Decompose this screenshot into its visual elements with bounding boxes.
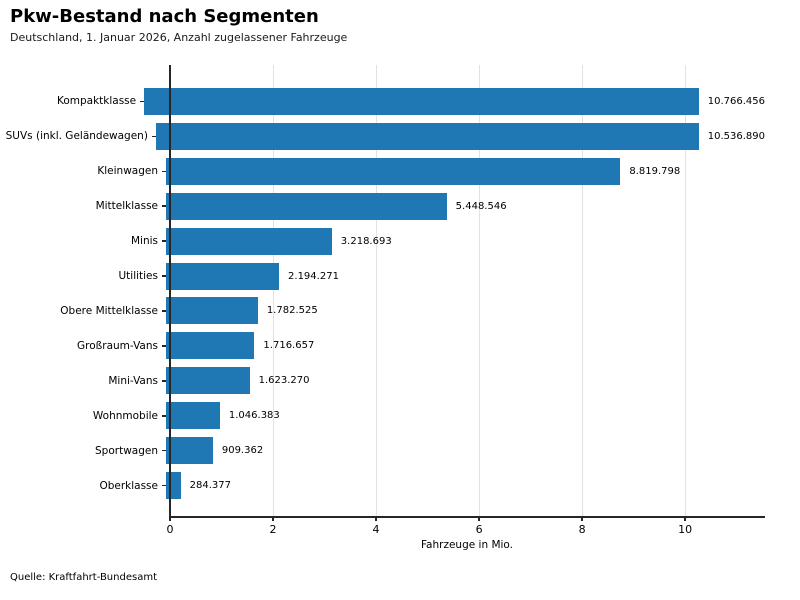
- gridline: [375, 65, 377, 516]
- value-label: 10.536.890: [707, 130, 765, 142]
- bar-row: Mini-Vans 1.623.270: [0, 363, 765, 398]
- gridline: [684, 65, 686, 516]
- bar-track: 1.046.383: [166, 398, 765, 433]
- y-tick-mark: [162, 170, 166, 173]
- category-label: Sportwagen: [95, 444, 158, 457]
- x-tick-label: 8: [578, 523, 586, 536]
- bar-rows-container: Kompaktklasse 10.766.456 SUVs (inkl. Gelän…: [0, 65, 765, 516]
- bar-row: Großraum-Vans 1.716.657: [0, 328, 765, 363]
- bar-row: Sportwagen 909.362: [0, 433, 765, 468]
- y-tick-mark: [162, 205, 166, 207]
- source-note: Quelle: Kraftfahrt-Bundesamt: [10, 572, 157, 583]
- bar-track: 284.377: [166, 468, 765, 503]
- category-label: Kompaktklasse: [56, 95, 137, 108]
- bar-row: Kleinwagen 8.819.798: [0, 154, 765, 189]
- bar-row: Utilities 2.194.271: [0, 259, 765, 294]
- y-tick-mark: [162, 449, 166, 452]
- bar-row: SUVs (inkl. Geländewagen) 10.536.890: [0, 119, 765, 154]
- value-label: 1.782.525: [266, 305, 318, 317]
- value-label: 10.766.456: [707, 95, 765, 107]
- bar-track: 10.766.456: [144, 84, 765, 119]
- value-label: 1.623.270: [258, 375, 310, 387]
- bar-track: 909.362: [166, 433, 765, 468]
- x-axis-ticks: 0 2 4 6 8 10: [166, 517, 765, 547]
- bar-row: Mittelklasse 5.448.546: [0, 189, 765, 224]
- value-label: 909.362: [221, 445, 264, 457]
- value-label: 2.194.271: [288, 270, 339, 282]
- bar-track: 1.716.657: [166, 328, 765, 363]
- category-label: Großraum-Vans: [77, 339, 158, 352]
- y-tick-mark: [162, 345, 166, 347]
- bar-row: Obere Mittelklasse 1.782.525: [0, 294, 765, 329]
- x-tick-label: 6: [475, 523, 483, 536]
- value-label: 5.448.546: [455, 200, 507, 212]
- bar: [166, 437, 213, 465]
- bar: [155, 122, 699, 150]
- bar-row: Minis 3.218.693: [0, 224, 765, 259]
- x-tick-mark: [375, 517, 377, 521]
- x-axis-spine: [169, 516, 765, 518]
- bar-row: Kompaktklasse 10.766.456: [0, 84, 765, 119]
- bar-track: 10.536.890: [155, 119, 765, 154]
- x-tick-label: 2: [269, 523, 277, 536]
- x-tick-mark: [169, 517, 171, 521]
- bar: [166, 367, 250, 395]
- value-label: 3.218.693: [340, 235, 392, 247]
- bar-track: 5.448.546: [166, 189, 765, 224]
- y-tick-mark: [151, 135, 156, 138]
- y-tick-mark: [162, 275, 166, 277]
- value-label: 8.819.798: [629, 165, 681, 177]
- bar: [166, 402, 220, 430]
- y-axis-spine: [169, 65, 171, 517]
- bar-track: 3.218.693: [166, 224, 765, 259]
- y-tick-mark: [162, 415, 166, 417]
- bar: [166, 157, 621, 185]
- category-label: Minis: [130, 235, 158, 248]
- bar: [144, 87, 699, 115]
- gridline: [581, 65, 583, 516]
- category-label: Mini-Vans: [108, 374, 158, 387]
- value-label: 1.716.657: [263, 340, 315, 352]
- bar-track: 1.782.525: [166, 294, 765, 329]
- plot-area: [170, 65, 765, 516]
- bar: [166, 192, 447, 220]
- category-label: Utilities: [118, 270, 158, 283]
- x-tick-mark: [684, 517, 686, 521]
- x-tick-mark: [272, 517, 274, 521]
- x-tick-mark: [581, 517, 583, 521]
- value-label: 1.046.383: [228, 410, 280, 422]
- bar-track: 1.623.270: [166, 363, 765, 398]
- bar-row: Wohnmobile 1.046.383: [0, 398, 765, 433]
- y-tick-mark: [162, 484, 166, 487]
- chart-title: Pkw-Bestand nach Segmenten: [10, 6, 319, 27]
- bar: [166, 332, 255, 360]
- gridline: [272, 65, 274, 516]
- y-tick-mark: [162, 380, 166, 382]
- gridline: [478, 65, 480, 516]
- category-label: Oberklasse: [99, 479, 158, 492]
- bar: [166, 297, 258, 325]
- x-tick-label: 0: [166, 523, 174, 536]
- x-tick-label: 4: [372, 523, 380, 536]
- category-label: Mittelklasse: [95, 200, 158, 213]
- x-tick-label: 10: [678, 523, 693, 536]
- bar-track: 2.194.271: [166, 259, 765, 294]
- bar-row: Oberklasse 284.377: [0, 468, 765, 503]
- x-tick-mark: [478, 517, 480, 521]
- value-label: 284.377: [189, 480, 231, 492]
- category-label: Kleinwagen: [97, 165, 158, 178]
- x-axis-label: Fahrzeuge in Mio.: [420, 539, 514, 551]
- y-tick-mark: [140, 100, 145, 103]
- category-label: SUVs (inkl. Geländewagen): [5, 130, 148, 143]
- y-tick-mark: [162, 240, 166, 242]
- chart-subtitle: Deutschland, 1. Januar 2026, Anzahl zuge…: [10, 31, 348, 44]
- category-label: Obere Mittelklasse: [60, 304, 158, 317]
- bar-track: 8.819.798: [166, 154, 765, 189]
- category-label: Wohnmobile: [92, 409, 158, 422]
- bar: [166, 262, 280, 290]
- bar: [166, 227, 332, 255]
- y-tick-mark: [162, 310, 166, 312]
